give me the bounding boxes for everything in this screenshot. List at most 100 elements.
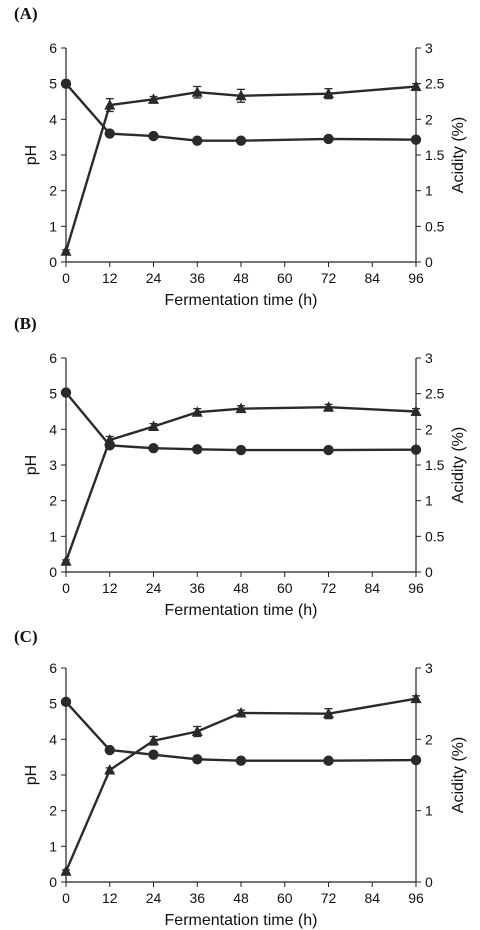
y-tick-label-right: 2: [425, 111, 433, 127]
point-circle: [148, 749, 159, 760]
y-tick-label-left: 0: [49, 564, 57, 580]
x-tick-label: 96: [408, 580, 424, 596]
x-tick-label: 24: [146, 890, 162, 906]
y-tick-label-right: 0.5: [425, 218, 445, 234]
series-line-triangle: [64, 697, 417, 872]
panel-label-c: (C): [14, 627, 38, 646]
x-tick-label: 96: [408, 270, 424, 286]
point-triangle: [323, 87, 334, 99]
point-triangle: [104, 434, 116, 445]
point-circle: [410, 444, 422, 455]
point-circle: [192, 135, 203, 146]
x-tick-label: 60: [277, 580, 293, 596]
point-circle: [323, 755, 334, 766]
point-triangle: [60, 865, 72, 876]
y-tick-label-left: 5: [49, 696, 57, 712]
y-tick-label-right: 1.5: [425, 147, 445, 163]
x-tick-label: 0: [62, 270, 70, 286]
x-tick-label: 36: [189, 890, 205, 906]
x-tick-label: 84: [364, 580, 380, 596]
y-axis-label-right: Acidity (%): [450, 737, 467, 813]
y-tick-label-right: 1: [425, 803, 433, 819]
point-circle: [323, 444, 334, 456]
x-axis-label: Fermentation time (h): [165, 912, 318, 929]
point-circle: [104, 128, 115, 139]
y-tick-label-left: 2: [49, 493, 57, 509]
x-tick-label: 0: [62, 890, 70, 906]
point-circle: [104, 744, 115, 756]
x-tick-label: 36: [189, 270, 205, 286]
point-circle: [323, 133, 334, 145]
point-triangle: [60, 555, 72, 566]
point-circle: [148, 443, 159, 454]
y-tick-label-left: 4: [49, 421, 57, 437]
y-tick-label-right: 0: [425, 874, 433, 890]
y-tick-label-left: 6: [49, 350, 57, 366]
y-tick-label-right: 2.5: [425, 386, 445, 402]
y-tick-label-right: 1: [425, 493, 433, 509]
x-tick-label: 12: [102, 890, 118, 906]
x-tick-label: 84: [364, 270, 380, 286]
x-tick-label: 84: [364, 890, 380, 906]
y-tick-label-right: 0: [425, 254, 433, 270]
y-tick-label-left: 4: [49, 111, 57, 127]
y-tick-label-right: 1.5: [425, 457, 445, 473]
x-tick-label: 48: [233, 890, 249, 906]
x-tick-label: 36: [189, 580, 205, 596]
x-tick-label: 12: [102, 270, 118, 286]
x-axis-label: Fermentation time (h): [165, 292, 318, 309]
point-triangle: [191, 725, 203, 736]
point-triangle: [323, 707, 334, 719]
y-tick-label-left: 2: [49, 183, 57, 199]
y-tick-label-left: 4: [49, 731, 57, 747]
y-tick-label-left: 5: [49, 76, 57, 92]
point-circle: [60, 78, 72, 89]
point-triangle: [104, 764, 116, 775]
y-tick-label-left: 1: [49, 528, 57, 544]
point-circle: [235, 755, 247, 766]
point-triangle: [410, 80, 422, 92]
y-tick-label-right: 3: [425, 660, 433, 676]
x-axis-label: Fermentation time (h): [165, 602, 318, 619]
y-tick-label-right: 1: [425, 183, 433, 199]
point-triangle: [148, 734, 159, 746]
y-tick-label-right: 3: [425, 40, 433, 56]
x-tick-label: 48: [233, 580, 249, 596]
point-circle: [410, 754, 422, 766]
series-line-triangle: [64, 85, 417, 252]
point-triangle: [191, 86, 203, 97]
x-tick-label: 72: [321, 580, 337, 596]
y-tick-label-left: 5: [49, 386, 57, 402]
y-axis-label-right: Acidity (%): [450, 117, 467, 193]
y-tick-label-left: 3: [49, 147, 57, 163]
point-triangle: [191, 406, 203, 417]
x-tick-label: 48: [233, 270, 249, 286]
x-tick-label: 60: [277, 270, 293, 286]
point-triangle: [60, 245, 72, 256]
x-tick-label: 24: [146, 580, 162, 596]
point-triangle: [235, 402, 247, 414]
point-circle: [60, 387, 72, 398]
point-triangle: [323, 401, 334, 412]
panel-label-b: (B): [14, 314, 37, 333]
x-tick-label: 60: [277, 890, 293, 906]
x-tick-label: 24: [146, 270, 162, 286]
point-triangle: [410, 405, 422, 416]
x-tick-label: 96: [408, 890, 424, 906]
series-line-triangle: [64, 406, 417, 562]
point-triangle: [410, 692, 422, 704]
x-tick-label: 72: [321, 270, 337, 286]
y-axis-label-left: pH: [23, 455, 40, 475]
y-tick-label-left: 3: [49, 767, 57, 783]
point-triangle: [235, 706, 247, 718]
point-triangle: [235, 89, 247, 101]
point-circle: [410, 134, 422, 145]
y-axis-label-left: pH: [23, 765, 40, 785]
point-triangle: [104, 99, 116, 110]
y-tick-label-left: 2: [49, 803, 57, 819]
y-tick-label-left: 1: [49, 838, 57, 854]
y-axis-label-left: pH: [23, 145, 40, 165]
point-triangle: [148, 420, 159, 431]
